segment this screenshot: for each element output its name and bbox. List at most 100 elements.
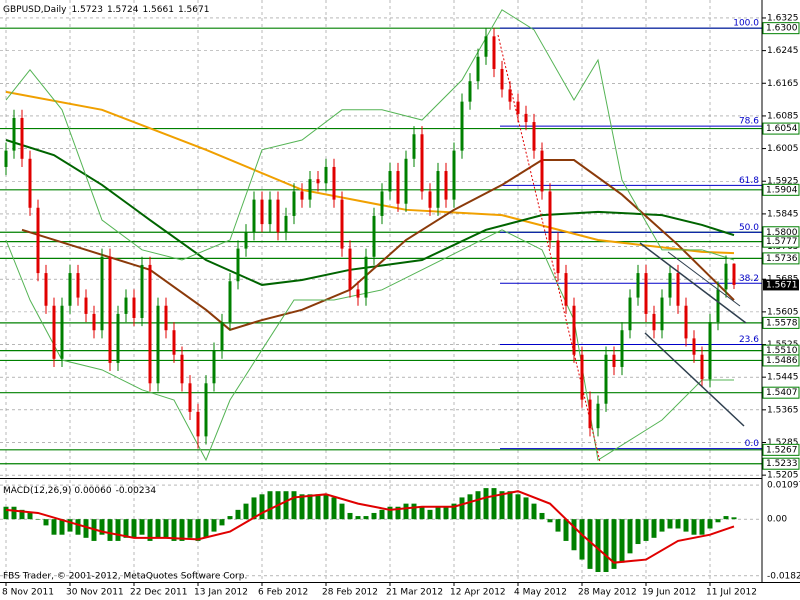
macd-tick-label: 0.01097 (767, 481, 800, 491)
macd-bar (459, 497, 465, 520)
macd-bar (523, 497, 529, 520)
y-tick-label: 1.5605 (767, 307, 799, 317)
grid (0, 0, 762, 582)
candle-body (60, 305, 64, 359)
macd-bar (67, 519, 73, 532)
macd-bar (731, 517, 737, 520)
x-tick-label: 22 Dec 2011 (130, 588, 188, 598)
macd-bar (499, 491, 505, 520)
macd-bar (443, 506, 449, 520)
macd-bar (419, 506, 425, 520)
candle-body (428, 191, 432, 208)
macd-bar (267, 491, 273, 520)
candle-body (572, 305, 576, 355)
macd-bar (75, 519, 81, 535)
macd-bar (707, 519, 713, 529)
copyright: FBS Trader, © 2001-2012, MetaQuotes Soft… (3, 572, 247, 582)
symbol: GBPUSD,Daily (3, 5, 67, 15)
level-box (762, 354, 800, 367)
candle-body (444, 171, 448, 200)
trend-line (639, 242, 747, 324)
macd-bar (683, 519, 689, 532)
x-tick-label: 30 Nov 2011 (66, 588, 124, 598)
candle-body (372, 215, 376, 257)
price-axis: 1.6325 1.6245 1.6165 1.6085 1.6005 1.5925 1.58… (2, 13, 800, 597)
macd-signal-line (5, 490, 735, 564)
price-label: 1.5671 (766, 280, 798, 290)
candle-body (620, 330, 624, 367)
macd-bar (155, 519, 161, 538)
candle-body (148, 264, 152, 384)
fib-label: 100.0 (733, 19, 759, 29)
macd-bar (259, 494, 265, 520)
y-tick-label: 1.6085 (767, 111, 799, 121)
macd-bar (179, 519, 185, 541)
macd-bar (107, 519, 113, 541)
candle-body (460, 101, 464, 151)
candle-body (68, 273, 72, 306)
level-box (762, 22, 800, 35)
macd-bar (171, 519, 177, 541)
candle-body (700, 354, 704, 380)
candle-body (4, 150, 8, 167)
y-tick-label: 1.5445 (767, 373, 799, 383)
macd-bar (611, 519, 617, 569)
candle-body (44, 273, 48, 306)
candle-body (204, 383, 208, 437)
macd-bar (411, 503, 417, 520)
macd-bar (699, 519, 705, 535)
fib-label: 0.0 (745, 439, 760, 449)
x-tick-label: 6 Feb 2012 (258, 588, 308, 598)
macd-bar (83, 519, 89, 538)
fib-label: 61.8 (739, 176, 759, 186)
y-tick-label: 1.6165 (767, 79, 799, 89)
macd-bar (147, 519, 153, 541)
candle-body (124, 297, 128, 314)
macd-bar (203, 519, 209, 538)
candle-body (108, 256, 112, 363)
level-label: 1.5407 (766, 388, 798, 398)
macd-bar (387, 506, 393, 520)
macd-bar (403, 503, 409, 520)
macd-title: MACD(12,26,9) (3, 486, 71, 496)
candle-body (468, 81, 472, 102)
macd-bar (595, 519, 601, 572)
candle-body (388, 171, 392, 192)
candle-body (500, 68, 504, 90)
candle-body (476, 56, 480, 82)
macd-bar (339, 503, 345, 520)
level-box (762, 183, 800, 196)
candle-body (692, 338, 696, 355)
y-tick-label: 1.5925 (767, 177, 799, 187)
y-tick-label: 1.5365 (767, 405, 799, 415)
candle-body (356, 289, 360, 298)
candle-body (684, 305, 688, 339)
candle-body (364, 256, 368, 298)
price-box (763, 279, 799, 291)
macd-bar (315, 494, 321, 520)
candle-body (284, 215, 288, 233)
macd-bar (667, 519, 673, 529)
candle-body (420, 134, 424, 192)
candle-body (588, 399, 592, 429)
candle-body (732, 263, 736, 285)
level-label: 1.6300 (766, 24, 798, 34)
level-label: 1.5800 (766, 228, 798, 238)
level-label: 1.6054 (766, 124, 798, 134)
candle-body (140, 264, 144, 318)
candle-body (668, 273, 672, 298)
macd-bar (483, 488, 489, 520)
level-box (762, 443, 800, 456)
macd-bar (571, 519, 577, 551)
x-tick-label: 28 Feb 2012 (322, 588, 378, 598)
candle-body (492, 36, 496, 69)
level-box (762, 252, 800, 265)
candle-body (348, 248, 352, 290)
candle-body (212, 350, 216, 384)
candle-body (308, 179, 312, 200)
candle-body (292, 191, 296, 216)
candle-body (12, 117, 16, 151)
open-readout: 1.5723 (71, 5, 103, 15)
close-readout: 1.5671 (178, 5, 210, 15)
candle-body (92, 313, 96, 331)
